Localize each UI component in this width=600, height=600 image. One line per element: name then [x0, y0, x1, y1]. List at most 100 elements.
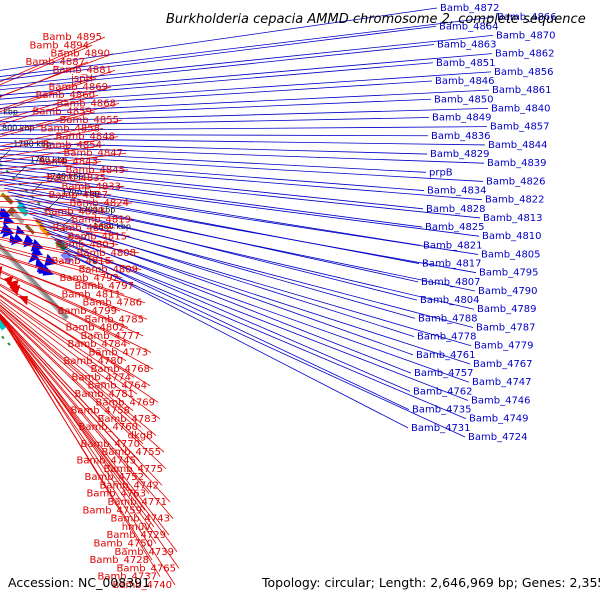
gene-label[interactable]: Bamb_4762 — [413, 386, 473, 397]
gene-label[interactable]: Bamb_4743 — [110, 514, 170, 525]
gene-label[interactable]: Bamb_4890 — [50, 49, 110, 60]
gene-label[interactable]: Bamb_4812 — [52, 223, 112, 234]
gene-label[interactable]: Bamb_4810 — [482, 231, 542, 242]
gene-label[interactable]: Bamb_4822 — [485, 195, 545, 206]
gene-label[interactable]: Bamb_4862 — [495, 49, 555, 60]
gene-label[interactable]: Bamb_4770 — [80, 439, 140, 450]
gene-label[interactable]: Bamb_4817 — [422, 259, 482, 270]
gene-label[interactable]: Bamb_4824 — [69, 198, 129, 209]
gene-label[interactable]: ispH — [71, 74, 93, 85]
gene-label[interactable]: Bamb_4815 — [67, 231, 127, 242]
gene-label[interactable]: Bamb_4784 — [67, 339, 127, 350]
gene-label[interactable]: Bamb_4760 — [78, 422, 138, 433]
gene-label[interactable]: Bamb_4803 — [55, 240, 115, 251]
gene-label[interactable]: Bamb_4768 — [90, 364, 150, 375]
gene-label[interactable]: Bamb_4783 — [97, 414, 157, 425]
gene-label[interactable]: Bamb_4843 — [38, 157, 98, 168]
gene-label[interactable]: Bamb_4856 — [494, 67, 554, 78]
gene-label[interactable]: Bamb_4781 — [74, 389, 134, 400]
gene-label[interactable]: Bamb_4729 — [106, 530, 166, 541]
gene-label[interactable]: Bamb_4799 — [57, 306, 117, 317]
gene-label[interactable]: prpB — [429, 167, 453, 178]
gene-label[interactable]: Bamb_4777 — [80, 331, 140, 342]
gene-label[interactable]: Bamb_4864 — [439, 21, 499, 32]
gene-label[interactable]: Bamb_4860 — [35, 90, 95, 101]
gene-label[interactable]: Bamb_4809 — [78, 264, 138, 275]
gene-label[interactable]: Bamb_4735 — [412, 405, 472, 416]
gene-label[interactable]: Bamb_4834 — [427, 186, 487, 197]
gene-label[interactable]: Bamb_4816 — [51, 256, 111, 267]
gene-label[interactable]: Bamb_4737 — [97, 572, 157, 583]
gene-label[interactable]: Bamb_4813 — [483, 213, 543, 224]
gene-label[interactable]: Bamb_4764 — [87, 381, 147, 392]
gene-label[interactable]: Bamb_4745 — [76, 455, 136, 466]
gene-label[interactable]: Bamb_4749 — [469, 414, 529, 425]
gene-label[interactable]: Bamb_4740 — [112, 580, 172, 591]
gene-label[interactable]: Bamb_4788 — [418, 313, 478, 324]
gene-label[interactable]: Bamb_4857 — [490, 122, 550, 133]
gene-label[interactable]: Bamb_4851 — [436, 58, 496, 69]
gene-label[interactable]: Bamb_4765 — [116, 563, 176, 574]
gene-label[interactable]: Bamb_4836 — [431, 131, 491, 142]
gene-label[interactable]: Bamb_4739 — [114, 547, 174, 558]
gene-label[interactable]: Bamb_4750 — [93, 538, 153, 549]
gene-label[interactable]: Bamb_4855 — [59, 115, 119, 126]
gene-label[interactable]: Bamb_4825 — [425, 222, 485, 233]
gene-label[interactable]: Bamb_4758 — [70, 406, 130, 417]
gene-label[interactable]: Bamb_4872 — [440, 3, 500, 14]
gene-label[interactable]: Bamb_4775 — [103, 464, 163, 475]
gene-label[interactable]: Bamb_4755 — [101, 447, 161, 458]
gene-label[interactable]: Bamb_4795 — [479, 268, 539, 279]
gene-label[interactable]: Bamb_4728 — [89, 555, 149, 566]
gene-label[interactable]: Bamb_4846 — [435, 76, 495, 87]
gene-label[interactable]: Bamb_4847 — [63, 148, 123, 159]
gene-label[interactable]: Bamb_4778 — [417, 332, 477, 343]
gene-label[interactable]: Bamb_4805 — [481, 249, 541, 260]
gene-label[interactable]: Bamb_4863 — [437, 40, 497, 51]
gene-label[interactable]: Bamb_4785 — [84, 314, 144, 325]
gene-label[interactable]: Bamb_4763 — [86, 489, 146, 500]
gene-label[interactable]: Bamb_4779 — [474, 341, 534, 352]
gene-label[interactable]: Bamb_4797 — [74, 281, 134, 292]
gene-label[interactable]: Bamb_4894 — [29, 40, 89, 51]
gene-label[interactable]: Bamb_4844 — [488, 140, 548, 151]
gene-label[interactable]: Bamb_4858 — [40, 123, 100, 134]
gene-label[interactable]: Bamb_4761 — [416, 350, 476, 361]
gene-label[interactable]: Bamb_4850 — [434, 94, 494, 105]
gene-label[interactable]: Bamb_4792 — [59, 273, 119, 284]
gene-label[interactable]: Bamb_4839 — [487, 158, 547, 169]
gene-label[interactable]: Bamb_4786 — [82, 298, 142, 309]
gene-label[interactable]: dkgB — [128, 431, 153, 442]
gene-label[interactable]: Bamb_4820 — [44, 206, 104, 217]
gene-label[interactable]: Bamb_4833 — [61, 181, 121, 192]
gene-label[interactable]: Bamb_4854 — [42, 140, 102, 151]
gene-label[interactable]: hmuV — [122, 522, 151, 533]
gene-label[interactable]: Bamb_4895 — [42, 32, 102, 43]
gene-label[interactable]: Bamb_4828 — [426, 204, 486, 215]
gene-label[interactable]: Bamb_4827 — [48, 190, 108, 201]
gene-label[interactable]: Bamb_4767 — [473, 359, 533, 370]
gene-label[interactable]: Bamb_4790 — [478, 286, 538, 297]
gene-label[interactable]: Bamb_4780 — [63, 356, 123, 367]
gene-label[interactable]: Bamb_4752 — [84, 472, 144, 483]
gene-label[interactable]: Bamb_4789 — [477, 304, 537, 315]
gene-label[interactable]: Bamb_4807 — [421, 277, 481, 288]
gene-label[interactable]: Bamb_4774 — [71, 372, 131, 383]
gene-label[interactable]: Bamb_4845 — [65, 165, 125, 176]
gene-label[interactable]: Bamb_4826 — [486, 176, 546, 187]
gene-label[interactable]: Bamb_4861 — [492, 85, 552, 96]
gene-label[interactable]: Bamb_4819 — [71, 215, 131, 226]
gene-label[interactable]: Bamb_4769 — [95, 397, 155, 408]
gene-label[interactable]: Bamb_4773 — [88, 348, 148, 359]
gene-label[interactable]: Bamb_4849 — [432, 113, 492, 124]
gene-label[interactable]: Bamb_4821 — [423, 240, 483, 251]
gene-label[interactable]: Bamb_4868 — [56, 98, 116, 109]
gene-label[interactable]: Bamb_4804 — [420, 295, 480, 306]
gene-label[interactable]: Bamb_4724 — [468, 432, 528, 443]
gene-label[interactable]: Bamb_4808 — [76, 248, 136, 259]
gene-label[interactable]: Bamb_4811 — [61, 289, 121, 300]
gene-label[interactable]: Bamb_4759 — [82, 505, 142, 516]
gene-label[interactable]: Bamb_4881 — [52, 65, 112, 76]
gene-label[interactable]: Bamb_4829 — [430, 149, 490, 160]
gene-label[interactable]: Bamb_4866 — [497, 12, 557, 23]
